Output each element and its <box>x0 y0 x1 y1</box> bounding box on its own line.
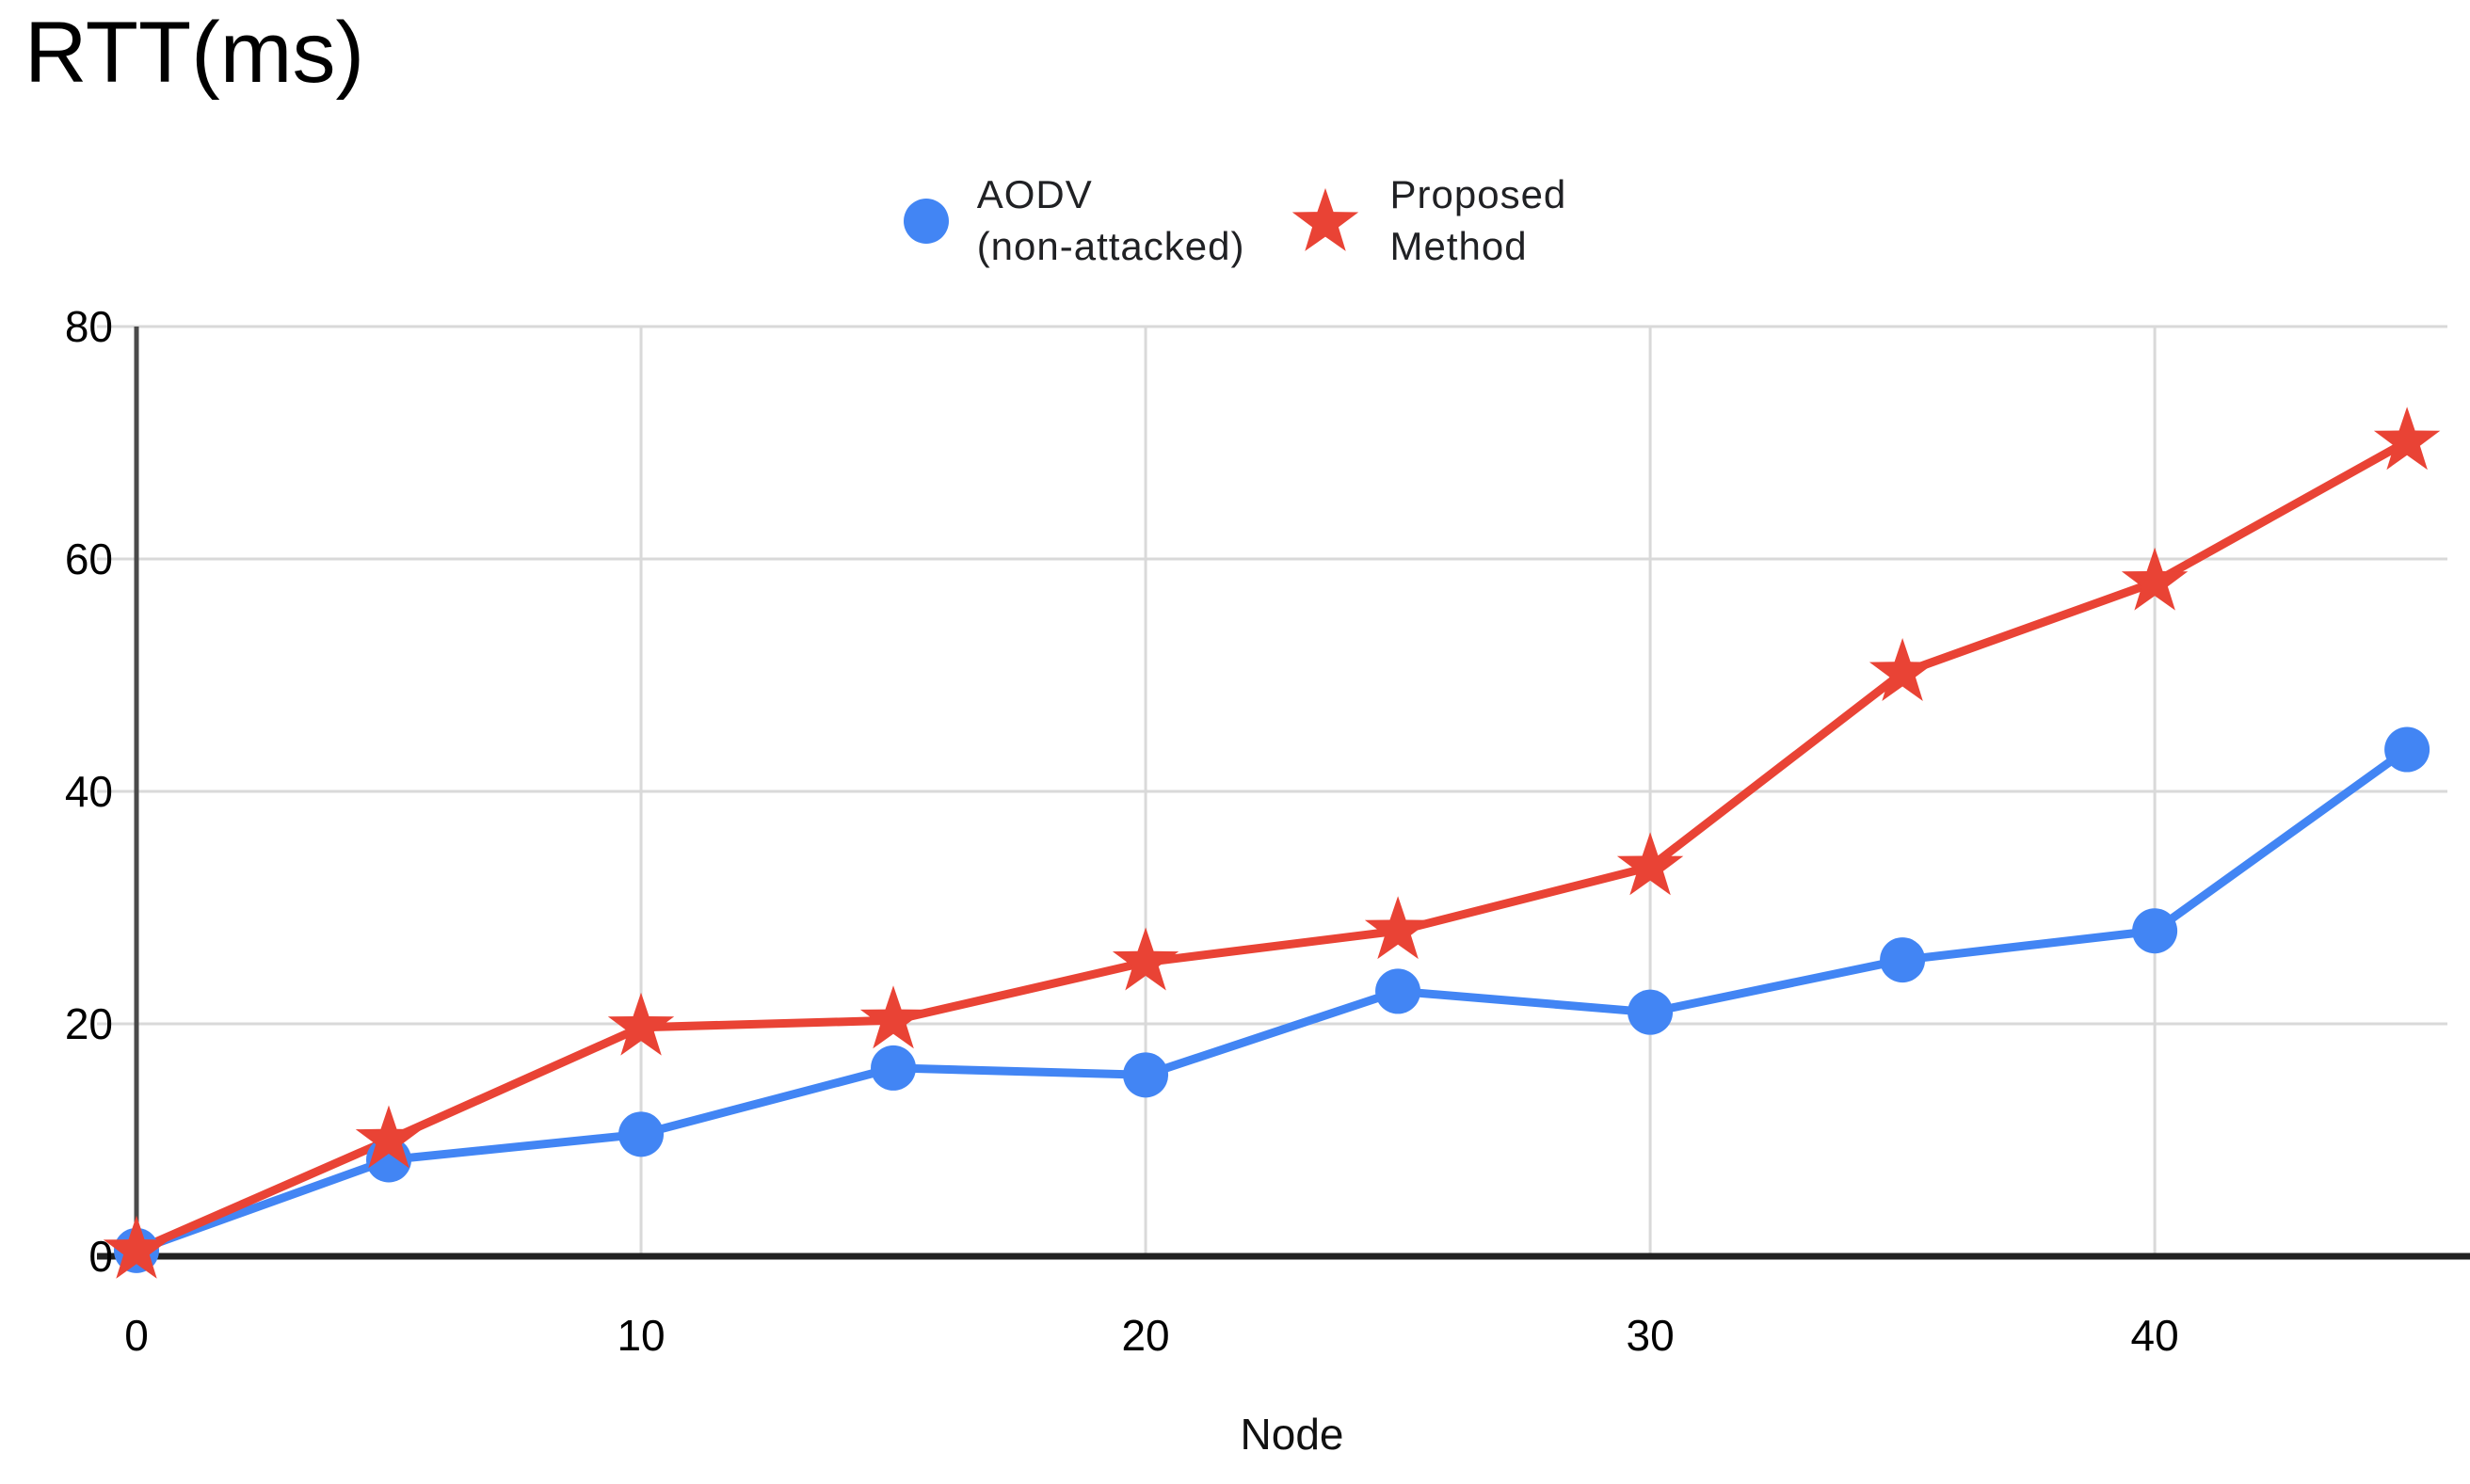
y-tick-label: 60 <box>65 535 113 583</box>
data-point-marker <box>2384 726 2430 773</box>
star-marker-shape <box>1291 187 1358 251</box>
chart-title: RTT(ms) <box>24 5 365 101</box>
data-point-marker <box>2132 908 2178 954</box>
data-point-marker <box>871 1045 917 1091</box>
legend-label-aodv: AODV (non-attacked) <box>977 169 1245 272</box>
legend: AODV (non-attacked) Proposed Method <box>0 169 2470 272</box>
data-point-marker <box>1880 937 1926 983</box>
legend-label-line: AODV <box>976 172 1093 216</box>
legend-item-proposed-method[interactable]: Proposed Method <box>1289 169 1567 272</box>
data-point-marker <box>2121 547 2189 611</box>
y-tick-label: 20 <box>65 999 113 1048</box>
legend-label-line: Method <box>1389 223 1528 268</box>
x-tick-label: 0 <box>124 1311 149 1360</box>
y-tick-label: 80 <box>65 302 113 351</box>
x-tick-label: 30 <box>1626 1311 1674 1360</box>
series-line-1 <box>132 437 2412 1255</box>
star-marker-icon <box>1291 187 1358 251</box>
legend-label-line: Proposed <box>1389 172 1567 216</box>
legend-item-aodv[interactable]: AODV (non-attacked) <box>903 169 1245 272</box>
data-point-marker <box>1628 989 1674 1035</box>
y-tick-label: 40 <box>65 767 113 816</box>
circle-marker-icon <box>903 198 949 244</box>
data-point-marker <box>1375 968 1421 1014</box>
data-point-marker <box>1364 896 1432 960</box>
x-axis-title: Node <box>1241 1410 1344 1459</box>
legend-label-proposed: Proposed Method <box>1390 169 1567 272</box>
series-line-0 <box>132 745 2412 1255</box>
x-tick-label: 10 <box>617 1311 665 1360</box>
x-tick-label: 40 <box>2131 1311 2179 1360</box>
data-point-marker <box>1123 1052 1169 1098</box>
data-point-marker <box>1869 638 1936 701</box>
data-point-marker <box>1112 927 1179 991</box>
data-point-marker <box>355 1105 423 1169</box>
data-point-marker <box>618 1111 665 1157</box>
data-point-marker <box>1616 832 1684 896</box>
data-point-marker <box>859 985 927 1049</box>
data-point-marker <box>2373 407 2441 471</box>
y-tick-label: 0 <box>88 1232 113 1281</box>
x-tick-label: 20 <box>1121 1311 1169 1360</box>
data-point-marker <box>607 992 675 1056</box>
data-point-marker <box>103 1215 170 1279</box>
legend-label-line: (non-attacked) <box>976 223 1245 268</box>
